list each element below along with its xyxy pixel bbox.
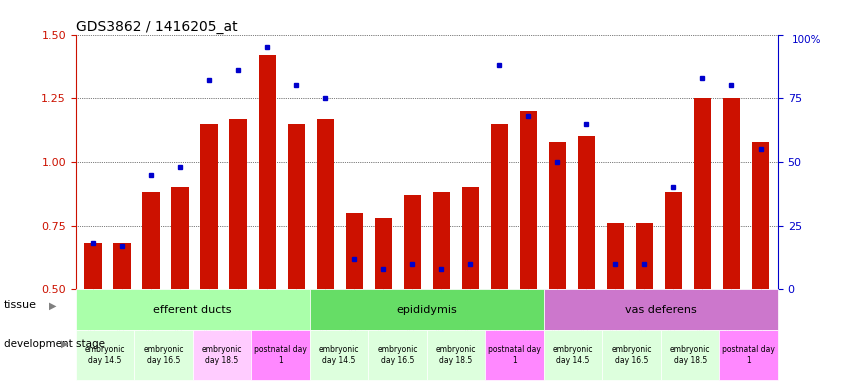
Text: ▶: ▶ [61, 339, 68, 349]
Text: epididymis: epididymis [396, 305, 458, 314]
Bar [636, 223, 653, 289]
Text: postnatal day
1: postnatal day 1 [722, 346, 775, 365]
Bar [251, 330, 309, 380]
Text: tissue: tissue [4, 300, 37, 310]
Text: embryonic
day 14.5: embryonic day 14.5 [553, 346, 594, 365]
Bar [578, 136, 595, 289]
Bar [664, 192, 682, 289]
Bar [309, 330, 368, 380]
Text: postnatal day
1: postnatal day 1 [488, 346, 541, 365]
Bar [258, 55, 276, 289]
Bar [114, 243, 131, 289]
Text: efferent ducts: efferent ducts [153, 305, 232, 314]
Bar [752, 142, 770, 289]
Bar [544, 289, 778, 330]
Bar [316, 119, 334, 289]
Text: embryonic
day 16.5: embryonic day 16.5 [378, 346, 418, 365]
Text: vas deferens: vas deferens [625, 305, 696, 314]
Text: embryonic
day 16.5: embryonic day 16.5 [143, 346, 183, 365]
Bar [432, 192, 450, 289]
Bar [142, 192, 160, 289]
Text: embryonic
day 16.5: embryonic day 16.5 [611, 346, 652, 365]
Bar [76, 289, 309, 330]
Bar [374, 218, 392, 289]
Bar [193, 330, 251, 380]
Text: ▶: ▶ [49, 300, 56, 310]
Text: embryonic
day 18.5: embryonic day 18.5 [202, 346, 242, 365]
Bar [544, 330, 602, 380]
Bar [76, 330, 135, 380]
Bar [427, 330, 485, 380]
Bar [404, 195, 421, 289]
Bar [309, 289, 544, 330]
Text: embryonic
day 14.5: embryonic day 14.5 [85, 346, 125, 365]
Bar [172, 187, 189, 289]
Bar [520, 111, 537, 289]
Bar [230, 119, 247, 289]
Bar [694, 98, 711, 289]
Bar [490, 124, 508, 289]
Text: embryonic
day 18.5: embryonic day 18.5 [670, 346, 711, 365]
Bar [661, 330, 719, 380]
Bar [722, 98, 740, 289]
Bar [368, 330, 427, 380]
Text: GDS3862 / 1416205_at: GDS3862 / 1416205_at [76, 20, 237, 33]
Bar [135, 330, 193, 380]
Bar [606, 223, 624, 289]
Text: 100%: 100% [792, 35, 822, 45]
Text: embryonic
day 18.5: embryonic day 18.5 [436, 346, 476, 365]
Bar [346, 213, 363, 289]
Bar [288, 124, 305, 289]
Bar [84, 243, 102, 289]
Bar [719, 330, 778, 380]
Bar [602, 330, 661, 380]
Bar [462, 187, 479, 289]
Bar [485, 330, 544, 380]
Text: embryonic
day 14.5: embryonic day 14.5 [319, 346, 359, 365]
Text: postnatal day
1: postnatal day 1 [254, 346, 307, 365]
Bar [200, 124, 218, 289]
Bar [548, 142, 566, 289]
Text: development stage: development stage [4, 339, 105, 349]
